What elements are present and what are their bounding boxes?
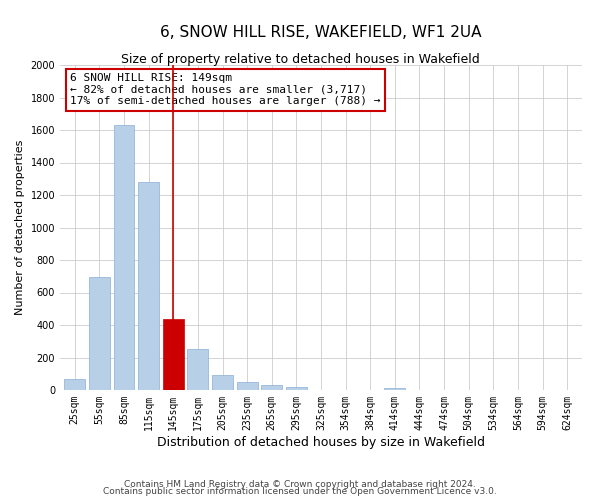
Text: 6 SNOW HILL RISE: 149sqm
← 82% of detached houses are smaller (3,717)
17% of sem: 6 SNOW HILL RISE: 149sqm ← 82% of detach… [70, 73, 381, 106]
Bar [64, 380, 85, 390]
Title: 6, SNOW HILL RISE, WAKEFIELD, WF1 2UA: 6, SNOW HILL RISE, WAKEFIELD, WF1 2UA [160, 25, 482, 40]
Bar [89, 277, 110, 390]
Bar [286, 387, 307, 390]
Text: Size of property relative to detached houses in Wakefield: Size of property relative to detached ho… [121, 52, 479, 66]
X-axis label: Distribution of detached houses by size in Wakefield: Distribution of detached houses by size … [157, 436, 485, 448]
Bar [385, 388, 406, 390]
Bar [236, 382, 257, 390]
Bar [163, 320, 184, 390]
Text: Contains public sector information licensed under the Open Government Licence v3: Contains public sector information licen… [103, 487, 497, 496]
Y-axis label: Number of detached properties: Number of detached properties [15, 140, 25, 315]
Bar [212, 376, 233, 390]
Bar [113, 125, 134, 390]
Text: Contains HM Land Registry data © Crown copyright and database right 2024.: Contains HM Land Registry data © Crown c… [124, 480, 476, 489]
Bar [261, 385, 282, 390]
Bar [138, 182, 159, 390]
Bar [187, 348, 208, 390]
